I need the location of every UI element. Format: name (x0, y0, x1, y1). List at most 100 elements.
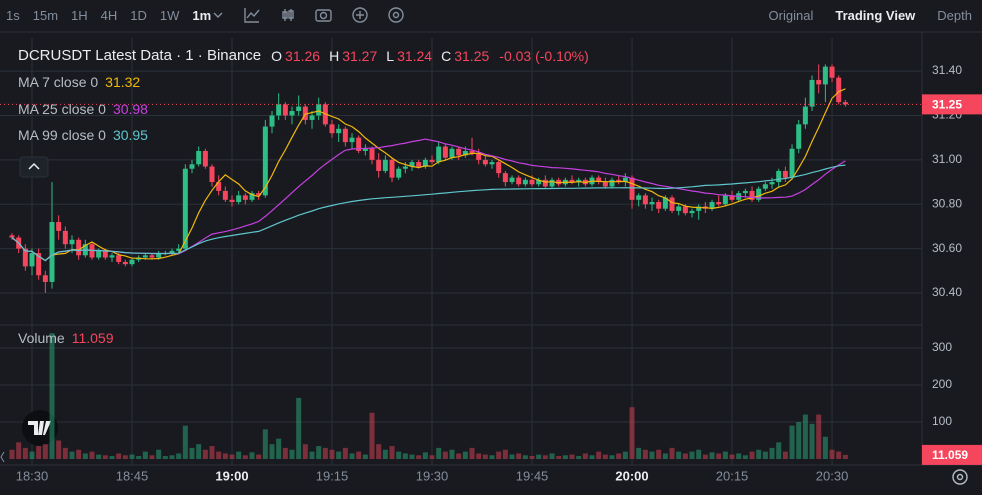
volume-bar (516, 453, 522, 459)
volume-bar (16, 442, 22, 459)
volume-bar (482, 454, 488, 459)
candle-body (449, 148, 455, 158)
candle-body (402, 166, 408, 169)
view-button[interactable]: Original (768, 8, 814, 23)
candle-body (789, 148, 795, 178)
candle-body (276, 104, 282, 116)
settings-icon[interactable] (388, 7, 404, 23)
candle-body (389, 159, 395, 178)
candle-body (96, 250, 102, 258)
volume-bar (689, 451, 695, 459)
volume-bar (662, 453, 668, 459)
x-tick-label: 20:30 (816, 468, 849, 483)
interval-button[interactable]: 15m (32, 8, 59, 23)
interval-button[interactable]: 1s (6, 8, 20, 23)
volume-bar (189, 447, 195, 459)
candle-body (156, 253, 162, 258)
volume-bar (502, 449, 508, 459)
chart-type-icon[interactable] (282, 9, 294, 21)
x-tick-label: 19:00 (215, 468, 248, 483)
volume-bar (696, 449, 702, 459)
volume-bar (356, 451, 362, 459)
candle-body (682, 206, 688, 214)
volume-bar (262, 429, 268, 459)
volume-bar (222, 453, 228, 459)
volume-bar (582, 453, 588, 459)
x-tick-label: 19:30 (416, 468, 449, 483)
candle-body (549, 179, 555, 187)
volume-bar (796, 421, 802, 459)
volume-bar (656, 449, 662, 459)
candle-body (362, 148, 368, 151)
volume-bar (336, 451, 342, 459)
interval-button[interactable]: 1m (192, 8, 212, 23)
scroll-left[interactable] (0, 451, 5, 463)
candle-body (622, 177, 628, 183)
volume-bar (429, 455, 435, 459)
volume-bar (176, 453, 182, 459)
volume-bar (162, 456, 168, 459)
y-tick-label: 30.60 (932, 241, 962, 255)
candle-body (576, 179, 582, 183)
ma-name: MA 99 close 0 (18, 127, 106, 143)
view-button[interactable]: Depth (937, 8, 972, 23)
volume-bar (182, 425, 188, 459)
volume-bar (576, 456, 582, 459)
interval-dropdown[interactable] (213, 12, 223, 18)
volume-bar (709, 452, 715, 459)
volume-tick-label: 100 (932, 414, 952, 428)
candle-body (249, 193, 255, 200)
interval-button[interactable]: 1W (159, 8, 180, 23)
candle-body (756, 188, 762, 200)
candle-body (242, 195, 248, 200)
candle-body (316, 104, 322, 116)
candle-body (122, 261, 128, 265)
candle-body (216, 182, 222, 191)
view-button[interactable]: Trading View (835, 8, 916, 23)
candle-body (356, 137, 362, 151)
candle-body (149, 255, 155, 258)
candle-body (296, 106, 302, 112)
volume-bar (156, 449, 162, 459)
last-price-box (922, 94, 982, 115)
view-switcher: Original Trading View Depth (769, 8, 972, 23)
grid (0, 38, 922, 465)
volume-bar (22, 447, 28, 459)
volume-bar (722, 451, 728, 459)
candle-body (376, 159, 382, 171)
add-icon[interactable] (352, 7, 368, 23)
interval-button[interactable]: 1D (130, 8, 147, 23)
candle-body (742, 190, 748, 194)
candle-body (29, 253, 35, 267)
interval-button[interactable]: 4H (100, 8, 118, 23)
candle-body (69, 239, 75, 245)
candle-body (22, 248, 28, 267)
candle-body (556, 179, 562, 185)
ohlc-value: 31.25 (454, 47, 490, 64)
volume-bar (289, 449, 295, 459)
toolbar-icons[interactable] (213, 7, 404, 23)
axis-settings[interactable] (952, 469, 968, 485)
volume-bar (416, 455, 422, 459)
collapse-button[interactable] (19, 156, 49, 178)
candle-body (782, 170, 788, 178)
volume-bar (409, 454, 415, 459)
volume-bar (756, 449, 762, 459)
interval-button[interactable]: 1H (71, 8, 88, 23)
candle-body (636, 195, 642, 200)
volume-bar (389, 446, 395, 459)
candle-body (529, 179, 535, 185)
indicator-icon[interactable] (244, 8, 260, 23)
candle-body (196, 150, 202, 165)
volume-bar (596, 451, 602, 459)
volume-bar (276, 438, 282, 459)
x-tick-label: 20:00 (615, 468, 648, 483)
y-tick-label: 30.80 (932, 196, 962, 210)
candle-body (469, 150, 475, 154)
volume-bar (309, 451, 315, 459)
volume-bar (462, 451, 468, 459)
screenshot-icon[interactable] (315, 9, 332, 22)
candle-body (49, 222, 55, 282)
candle-body (769, 182, 775, 185)
volume-bar (322, 447, 328, 459)
